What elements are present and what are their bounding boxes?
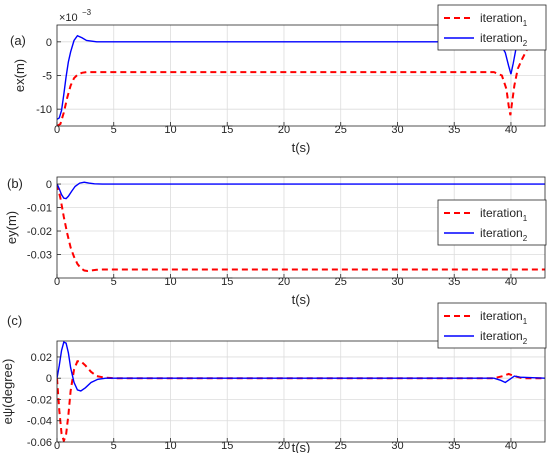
x-axis-label: t(s) (292, 292, 311, 307)
panel-label: (a) (10, 33, 26, 48)
y-tick-label: -5 (42, 71, 52, 83)
series-line-iteration2 (57, 341, 545, 392)
y-tick-label: 0 (46, 37, 52, 49)
x-tick-label: 40 (505, 124, 517, 136)
legend-subscript: 2 (523, 39, 528, 48)
panel-label: (c) (7, 313, 22, 328)
y-axis-label: ey(m) (4, 211, 19, 244)
panel-c: 0 5 10 15 20 25 30 35 40 0.02 0 -0.02 -0.04 -0.06 t(s)… (0, 302, 547, 453)
legend-entry: iteration2 (480, 329, 528, 346)
x-tick-label: 30 (391, 440, 403, 452)
y-tick-label: -0.02 (27, 394, 52, 406)
legend-subscript: 1 (523, 19, 528, 28)
y-tick-label: -0.04 (27, 416, 52, 428)
x-tick-label: 10 (164, 276, 176, 288)
x-tick-label: 0 (54, 440, 60, 452)
y-axis-label: eψ(degree) (0, 359, 15, 425)
panel-label: (b) (7, 176, 23, 191)
legend-entry: iteration2 (480, 226, 528, 243)
x-tick-label: 40 (505, 440, 517, 452)
legend-entry: iteration2 (480, 31, 528, 48)
x-tick-label: 40 (505, 276, 517, 288)
y-tick-label: -0.02 (27, 226, 52, 238)
x-tick-label: 35 (448, 440, 460, 452)
y-tick-label: -10 (36, 104, 52, 116)
x-tick-label: 25 (335, 440, 347, 452)
series-line-iteration1 (57, 183, 545, 272)
x-tick-label: 25 (335, 124, 347, 136)
y-tick-label: 0.02 (31, 352, 52, 364)
legend-box (437, 199, 547, 246)
x-tick-label: 5 (111, 440, 117, 452)
legend-box (437, 302, 547, 349)
legend-entry: iteration1 (480, 309, 528, 326)
legend-subscript: 1 (523, 214, 528, 223)
x-tick-label: 10 (164, 440, 176, 452)
y-tick-label: 0 (46, 373, 52, 385)
x-tick-label: 35 (448, 124, 460, 136)
legend-box (437, 4, 547, 51)
x-tick-label: 15 (221, 124, 233, 136)
y-tick-label: -0.06 (27, 437, 52, 449)
x-tick-label: 5 (111, 124, 117, 136)
x-tick-label: 10 (164, 124, 176, 136)
exponent-power: −3 (82, 8, 92, 17)
x-tick-label: 15 (221, 440, 233, 452)
legend-entry: iteration1 (480, 11, 528, 28)
y-tick-label: 0 (46, 179, 52, 191)
x-tick-label: 35 (448, 276, 460, 288)
exponent-label: ×10 (59, 12, 78, 24)
x-tick-label: 20 (278, 440, 290, 452)
legend-entry: iteration1 (480, 206, 528, 223)
panel-a: 0 5 10 15 20 25 30 35 40 0 -5 -10 t(s) ex(m) (a) ×10 −3 i… (10, 4, 547, 155)
plot-background (57, 341, 545, 442)
series-line-iteration2 (57, 181, 545, 200)
x-tick-label: 20 (278, 276, 290, 288)
x-tick-label: 30 (391, 276, 403, 288)
x-tick-label: 0 (54, 276, 60, 288)
legend-subscript: 1 (523, 317, 528, 326)
x-tick-label: 20 (278, 124, 290, 136)
x-tick-label: 15 (221, 276, 233, 288)
panel-b: 0 5 10 15 20 25 30 35 40 0 -0.01 -0.02 -0.03 t(s) ey(m… (4, 176, 547, 307)
x-axis-label: t(s) (292, 140, 311, 155)
y-tick-label: -0.01 (27, 203, 52, 215)
x-axis-label: t(s) (292, 440, 311, 453)
x-tick-label: 30 (391, 124, 403, 136)
x-tick-label: 0 (54, 124, 60, 136)
y-tick-label: -0.03 (27, 250, 52, 262)
x-tick-label: 25 (335, 276, 347, 288)
legend-subscript: 2 (523, 337, 528, 346)
axes-box (56, 340, 546, 443)
legend-subscript: 2 (523, 234, 528, 243)
x-tick-label: 5 (111, 276, 117, 288)
y-axis-label: ex(m) (12, 59, 27, 92)
